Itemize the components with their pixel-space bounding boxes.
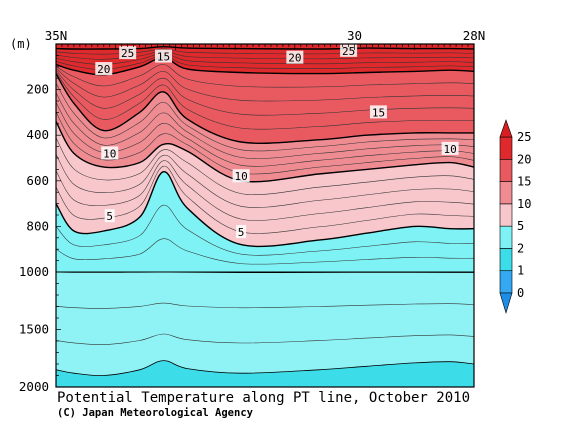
copyright-credit: (C) Japan Meteorological Agency (57, 407, 253, 419)
colorbar-segment-0 (499, 270, 513, 294)
x-tick-label-1: 30 (347, 28, 362, 43)
colorbar-label-5: 15 (517, 175, 531, 189)
colorbar-label-1: 1 (517, 264, 524, 278)
isotherm-minor-20-15-3 (56, 69, 474, 116)
colorbar-segment-1 (499, 248, 513, 272)
isotherm-1 (56, 360, 474, 377)
contour-label-6: 10 (103, 147, 116, 160)
contour-label-4: 20 (288, 52, 301, 65)
x-tick-label-0: 35N (45, 28, 68, 43)
contour-label-9: 5 (106, 210, 113, 223)
fill-band-1-2 (56, 272, 474, 376)
isotherm-minor-15-10-2 (56, 92, 474, 159)
isotherm-minor-15-10-1 (56, 83, 474, 152)
isotherm-10 (56, 121, 474, 183)
contour-label-8: 10 (443, 143, 456, 156)
isotherm-minor-5-2-1 (56, 204, 474, 256)
contour-label-3: 20 (97, 63, 110, 76)
y-tick-label-1: 400 (26, 127, 49, 142)
colorbar-segment-4 (499, 181, 513, 205)
isotherm-25 (56, 45, 474, 50)
contour-label-bg-5 (369, 105, 387, 119)
colorbar-top-arrow (499, 119, 513, 138)
chart-title: Potential Temperature along PT line, Oct… (57, 390, 471, 406)
isotherm-minor-20-15-1 (56, 64, 474, 88)
isotherm-minor-25-20-2 (56, 50, 474, 60)
contour-label-2: 25 (342, 45, 355, 58)
isotherm-5 (56, 171, 474, 248)
isotherm-minor-25-20-1 (56, 48, 474, 55)
contour-label-bg-7 (232, 169, 250, 183)
colorbar-segment-2 (499, 225, 513, 249)
colorbar-label-2: 2 (517, 241, 524, 255)
isotherm-minor-10-5-2 (56, 154, 474, 208)
y-axis-unit-label: (m) (10, 37, 32, 51)
isotherm-minor-20-15-2 (56, 67, 474, 102)
contour-label-5: 15 (372, 106, 385, 119)
y-tick-label-5: 1500 (19, 322, 49, 337)
colorbar-segment-3 (499, 203, 513, 227)
colorbar-label-0: 0 (517, 286, 524, 300)
contour-label-bg-2 (340, 43, 358, 57)
y-tick-label-0: 200 (26, 82, 49, 97)
contour-label-10: 5 (238, 226, 245, 239)
isotherm-minor-10-5-4 (56, 165, 474, 234)
y-tick-label-6: 2000 (19, 379, 49, 394)
contour-label-bg-4 (286, 50, 304, 64)
contour-label-bg-9 (104, 209, 115, 223)
contour-label-bg-0 (119, 46, 137, 60)
y-tick-label-2: 600 (26, 173, 49, 188)
contour-label-bg-6 (101, 146, 119, 160)
colorbar-segment-5 (499, 158, 513, 182)
contour-label-bg-1 (154, 49, 172, 63)
contour-label-bg-10 (236, 225, 247, 239)
colorbar-label-7: 25 (517, 130, 531, 144)
isotherm-contour-layer (56, 45, 474, 377)
contour-label-bg-3 (95, 62, 113, 76)
isotherm-minor-5-2-2 (56, 238, 474, 265)
temperature-fill-layer (56, 44, 474, 387)
y-tick-label-3: 800 (26, 218, 49, 233)
contour-label-bg-8 (441, 141, 459, 155)
x-tick-label-2: 28N (463, 28, 486, 43)
colorbar-label-3: 5 (517, 219, 524, 233)
isotherm-deep-0 (56, 302, 474, 309)
colorbar-bottom-arrow (499, 292, 513, 315)
contour-label-7: 10 (234, 170, 247, 183)
contour-label-0: 25 (121, 47, 134, 60)
contour-label-1: 15 (157, 51, 170, 64)
colorbar-label-6: 20 (517, 152, 531, 166)
colorbar-segment-6 (499, 136, 513, 160)
isotherm-15 (56, 73, 474, 144)
colorbar-label-4: 10 (517, 197, 531, 211)
y-tick-label-4: 1000 (19, 264, 49, 279)
axes-layer: 35N 30 28N 200 400 600 800 1000 1500 2000 (19, 28, 485, 394)
isotherm-minor-10-5-3 (56, 160, 474, 221)
isotherm-deep-1 (56, 333, 474, 345)
contour-label-layer: 25 15 25 20 20 15 10 10 10 5 5 (95, 43, 459, 239)
isotherm-minor-20-15-4 (56, 71, 474, 130)
isotherm-minor-10-5-1 (56, 137, 474, 195)
